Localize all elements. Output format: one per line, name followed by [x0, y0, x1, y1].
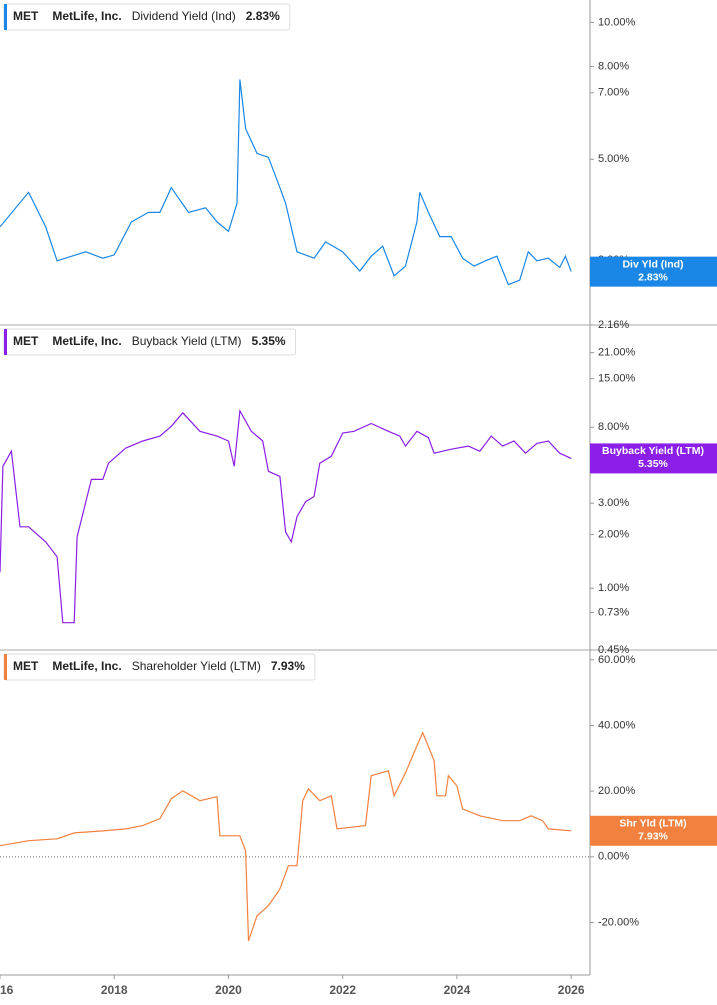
- value-tag-value: 5.35%: [638, 458, 668, 470]
- series-line: [0, 79, 572, 286]
- current-value: 7.93%: [271, 659, 305, 673]
- value-tag: [590, 256, 717, 287]
- series-line: [0, 408, 572, 624]
- y-tick-label: 3.00%: [598, 497, 629, 509]
- value-tag: [590, 815, 717, 846]
- y-tick-label: 5.00%: [598, 153, 629, 165]
- x-tick-label: 2026: [558, 983, 585, 997]
- metric-name: Shareholder Yield (LTM): [132, 659, 261, 673]
- y-tick-label: 0.00%: [598, 851, 629, 863]
- company: MetLife, Inc.: [52, 334, 121, 348]
- value-tag: [590, 443, 717, 474]
- y-tick-label: 15.00%: [598, 373, 636, 385]
- y-tick-label: -20.00%: [598, 916, 639, 928]
- y-tick-label: 0.45%: [598, 644, 629, 656]
- x-tick-label: 2020: [215, 983, 242, 997]
- y-tick-label: 2.16%: [598, 319, 629, 331]
- y-tick-label: 21.00%: [598, 347, 636, 359]
- value-tag-name: Buyback Yield (LTM): [602, 445, 704, 457]
- value-tag-name: Shr Yld (LTM): [619, 818, 686, 830]
- x-tick-label: 2024: [444, 983, 471, 997]
- x-tick-label: 2018: [101, 983, 128, 997]
- panel-header: MET MetLife, Inc. Shareholder Yield (LTM) 7…: [3, 653, 316, 681]
- value-tag-value: 2.83%: [638, 271, 668, 283]
- y-tick-label: 8.00%: [598, 60, 629, 72]
- y-tick-label: 20.00%: [598, 785, 636, 797]
- y-tick-label: 10.00%: [598, 16, 636, 28]
- y-tick-label: 7.00%: [598, 87, 629, 99]
- series-line: [0, 731, 572, 942]
- y-tick-label: 40.00%: [598, 719, 636, 731]
- y-tick-label: 1.00%: [598, 582, 629, 594]
- header-stripe: [4, 4, 7, 30]
- x-tick-label: 2016: [0, 983, 14, 997]
- y-tick-label: 0.73%: [598, 606, 629, 618]
- value-tag-value: 7.93%: [638, 831, 668, 843]
- y-tick-label: 60.00%: [598, 654, 636, 666]
- panel-header: MET MetLife, Inc. Dividend Yield (Ind) 2.83…: [3, 3, 291, 31]
- metric-name: Buyback Yield (LTM): [132, 334, 242, 348]
- x-tick-label: 2022: [329, 983, 356, 997]
- metric-name: Dividend Yield (Ind): [132, 9, 236, 23]
- company: MetLife, Inc.: [52, 659, 121, 673]
- value-tag-name: Div Yld (Ind): [622, 258, 683, 270]
- ticker: MET: [13, 334, 39, 348]
- header-stripe: [4, 654, 7, 680]
- y-tick-label: 2.00%: [598, 528, 629, 540]
- header-stripe: [4, 329, 7, 355]
- ticker: MET: [13, 659, 39, 673]
- y-tick-label: 8.00%: [598, 421, 629, 433]
- company: MetLife, Inc.: [52, 9, 121, 23]
- ticker: MET: [13, 9, 39, 23]
- current-value: 2.83%: [246, 9, 280, 23]
- current-value: 5.35%: [252, 334, 286, 348]
- panel-header: MET MetLife, Inc. Buyback Yield (LTM) 5.35%: [3, 328, 297, 356]
